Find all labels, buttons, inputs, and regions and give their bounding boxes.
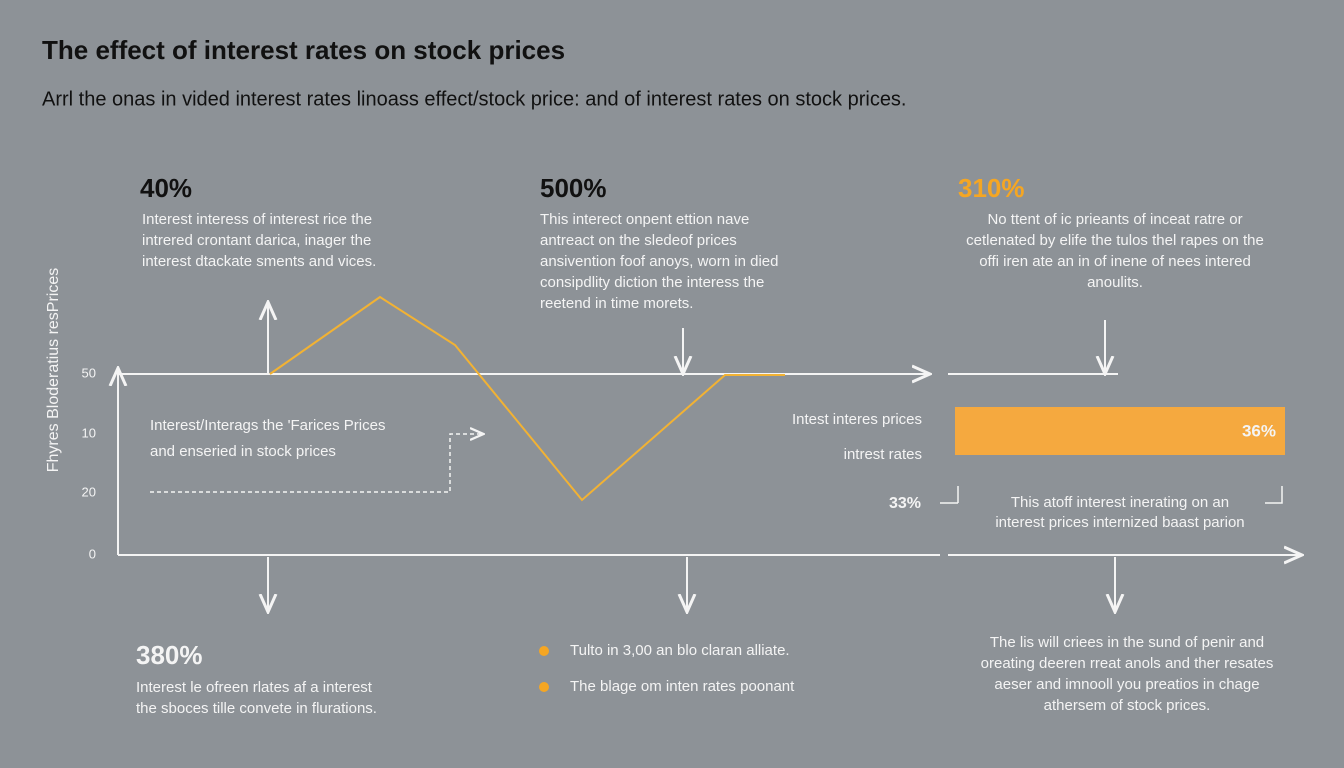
- side-value: 33%: [889, 495, 921, 512]
- stat-text: intrered crontant darica, inager the: [142, 232, 371, 249]
- subtitle: Arrl the onas in vided interest rates li…: [42, 88, 907, 110]
- y-axis-label: Fhyres Bloderatius resPrices: [45, 268, 62, 473]
- stat-text: offi iren ate an in of inene of nees int…: [979, 253, 1251, 270]
- bar-value: 36%: [1242, 421, 1276, 440]
- callout-text: and enseried in stock prices: [150, 443, 336, 460]
- note-text: interest prices internized baast parion: [995, 514, 1244, 531]
- stat-text: consipdlity diction the interess the: [540, 274, 764, 291]
- stat-text: No ttent of ic prieants of inceat ratre …: [987, 211, 1242, 228]
- trend-line: [269, 295, 785, 502]
- legend-text: The blage om inten rates poonant: [570, 678, 795, 695]
- stat-text: Interest interess of interest rice the: [142, 211, 372, 228]
- y-tick-label: 10: [82, 425, 96, 440]
- stat-text: cetlenated by elife the tulos thel rapes…: [966, 232, 1264, 249]
- bar-label: intrest rates: [844, 446, 922, 463]
- stat-text: anoulits.: [1087, 274, 1143, 291]
- note-text: aeser and imnooll you preatios in chage: [994, 676, 1259, 693]
- note-text: oreating deeren rreat anols and ther res…: [981, 655, 1274, 672]
- stat-value: 380%: [136, 640, 203, 670]
- stat-value: 310%: [958, 173, 1025, 203]
- stat-text: ansivention foof anoys, worn in died: [540, 253, 778, 270]
- stat-text: the sboces tille convete in flurations.: [136, 700, 377, 717]
- y-tick-label: 50: [82, 365, 96, 380]
- bar: [955, 407, 1285, 455]
- y-tick-label: 20: [82, 484, 96, 499]
- y-tick-label: 0: [89, 546, 96, 561]
- note-text: This atoff interest inerating on an: [1011, 494, 1229, 511]
- stat-text: Interest le ofreen rlates af a interest: [136, 679, 373, 696]
- stat-text: This interect onpent ettion nave: [540, 211, 749, 228]
- title: The effect of interest rates on stock pr…: [42, 35, 565, 65]
- stat-value: 40%: [140, 173, 192, 203]
- note-text: athersem of stock prices.: [1044, 697, 1211, 714]
- callout-text: Interest/Interags the 'Farices Prices: [150, 417, 385, 434]
- stat-text: reetend in time morets.: [540, 295, 693, 312]
- legend-text: Tulto in 3,00 an blo claran alliate.: [570, 642, 790, 659]
- bar-label: Intest interes prices: [792, 411, 922, 428]
- note-text: The lis will criees in the sund of penir…: [990, 634, 1264, 651]
- legend-dot: [539, 682, 549, 692]
- stat-value: 500%: [540, 173, 607, 203]
- axes: [118, 304, 1300, 610]
- stat-text: antreact on the sledeof prices: [540, 232, 737, 249]
- legend-dot: [539, 646, 549, 656]
- stat-text: interest dtackate sments and vices.: [142, 253, 376, 270]
